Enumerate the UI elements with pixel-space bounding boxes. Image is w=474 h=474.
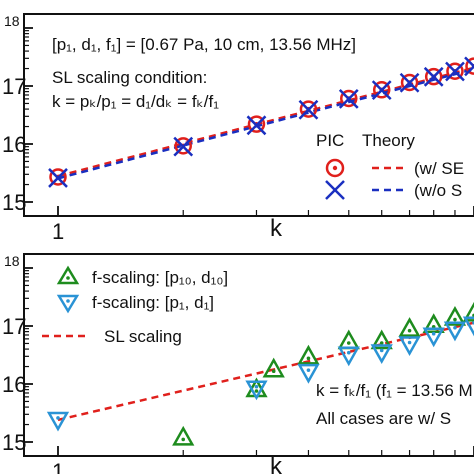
legend-marker-triangle-up: [56, 265, 80, 285]
y-tick-exponent: 18: [4, 253, 20, 269]
data-point-x: [423, 66, 444, 87]
data-point-triangle-up: [370, 329, 393, 350]
data-point-triangle-down: [245, 380, 268, 401]
ticks-bottom: 15 16 17 18 1: [2, 253, 474, 474]
x-tick-label: 1: [52, 459, 64, 474]
legend-header-theory: Theory: [362, 131, 415, 150]
legend-entry-sl-scaling: SL scaling: [104, 327, 182, 346]
data-point-triangle-up: [398, 317, 421, 337]
data-point-triangle-down: [297, 363, 320, 384]
legend-entry-wo-se: (w/o S: [414, 181, 462, 200]
data-point-triangle-down: [46, 411, 70, 432]
y-tick-label: 15: [2, 190, 26, 215]
panel-top: 15 16 17 18 1 [p₁, d₁, f₁] = [0.67 Pa, 10 cm…: [2, 13, 474, 244]
legend-marker-triangle-up-dot: [66, 276, 70, 280]
axes-frame-bottom: [23, 253, 474, 457]
y-tick-label: 16: [2, 372, 26, 397]
annotation-cases: All cases are w/ S: [316, 409, 451, 428]
x-axis-label-bottom: k: [270, 453, 283, 474]
data-point-triangle-down: [443, 321, 467, 342]
data-point-triangle-down: [337, 346, 360, 367]
legend-entry-f-scaling-p1: f-scaling: [p₁, d₁]: [92, 293, 214, 312]
legend-marker-circle-dot: [325, 158, 345, 178]
data-point-triangle-down: [370, 344, 393, 364]
y-tick-label: 17: [2, 314, 26, 339]
annotation-condition-eq: k = pₖ/p₁ = d₁/dₖ = fₖ/f₁: [52, 92, 219, 111]
data-point-triangle-up: [172, 425, 195, 446]
annotation-params: [p₁, d₁, f₁] = [0.67 Pa, 10 cm, 13.56 MH…: [52, 35, 356, 54]
ticks-top: 15 16 17 18 1: [2, 13, 474, 244]
data-point-x: [173, 136, 194, 157]
axes-frame-top: [23, 13, 474, 217]
plot-area-top: [48, 56, 474, 188]
legend-entry-f-scaling-p10: f-scaling: [p₁₀, d₁₀]: [92, 268, 228, 287]
data-point-x: [371, 80, 392, 100]
legend-header-pic: PIC: [316, 131, 344, 150]
data-point-triangle-down: [398, 336, 421, 357]
y-tick-exponent: 18: [4, 13, 20, 29]
legend-marker-triangle-down-dot: [66, 299, 70, 303]
y-tick-label: 16: [2, 132, 26, 157]
data-point-x: [298, 99, 319, 120]
data-point-x: [399, 72, 420, 93]
data-point-triangle-up: [443, 305, 467, 326]
data-point-x: [48, 168, 68, 188]
panel-bottom: 15 16 17 18 1 f-scaling: [p₁₀, d₁₀] f-scalin…: [2, 253, 474, 474]
data-point-triangle-up: [262, 357, 285, 378]
data-point-x: [338, 88, 359, 109]
y-tick-label: 17: [2, 74, 26, 99]
y-tick-label: 18: [4, 253, 20, 269]
annotation-condition-title: SL scaling condition:: [52, 68, 207, 87]
legend-entry-w-se: (w/ SE: [414, 159, 464, 178]
data-point-triangle-up: [337, 329, 360, 350]
data-point-x: [445, 61, 465, 82]
data-point-x: [246, 115, 267, 136]
data-point-triangle-down: [422, 327, 445, 348]
y-tick-label: 18: [4, 13, 20, 29]
y-tick-label: 15: [2, 430, 26, 455]
plot-area-bottom: [46, 301, 474, 446]
x-axis-label-top: k: [270, 215, 283, 242]
data-point-triangle-up: [297, 344, 320, 365]
annotation-scale-eq: k = fₖ/f₁ (f₁ = 13.56 M: [316, 381, 473, 400]
data-point-x: [464, 56, 474, 77]
x-tick-label: 1: [52, 219, 64, 244]
legend-marker-x: [325, 180, 345, 200]
legend-marker-triangle-down: [56, 294, 80, 314]
